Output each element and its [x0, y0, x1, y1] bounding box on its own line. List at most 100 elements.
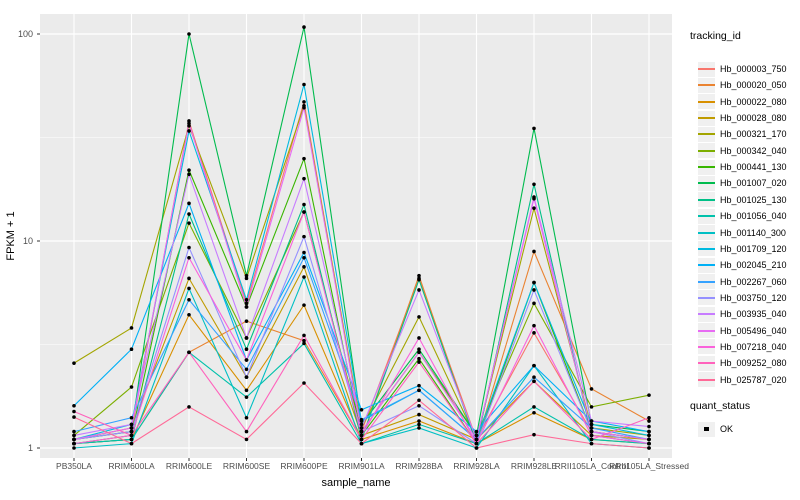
legend-item: Hb_025787_020 [698, 372, 787, 388]
series-color-key [698, 159, 715, 175]
legend-item: Hb_000342_040 [698, 143, 787, 159]
legend-item: Hb_001007_020 [698, 175, 787, 191]
series-color-key [698, 143, 715, 159]
legend-item-label: Hb_003935_040 [720, 309, 787, 320]
x-tick-label: RRIM600LA [108, 461, 155, 471]
legend-item: Hb_007218_040 [698, 339, 787, 355]
color-line-icon [698, 215, 715, 218]
legend-item: Hb_002045_210 [698, 257, 787, 273]
color-line-icon [698, 182, 715, 185]
legend-title-quant-status: quant_status [690, 400, 751, 412]
color-line-icon [698, 362, 715, 365]
legend-item-label: Hb_001056_040 [720, 211, 787, 222]
series-color-key [698, 175, 715, 191]
series-color-key [698, 225, 715, 240]
color-line-icon [698, 329, 715, 332]
legend-item-label: Hb_001025_130 [720, 194, 787, 205]
x-tick-label: PB350LA [56, 461, 92, 471]
legend-item-label: Hb_007218_040 [720, 341, 787, 352]
ok-point-key [698, 421, 715, 437]
series-color-key [698, 192, 715, 208]
series-color-key [698, 61, 715, 77]
series-color-key [698, 306, 715, 322]
legend-panel: tracking_id Hb_000003_750 Hb_000020_050 Hb… [688, 0, 800, 500]
y-tick-label: 100 [17, 29, 33, 39]
color-line-icon [698, 313, 715, 316]
legend-item-label: Hb_009252_080 [720, 358, 787, 369]
legend-item: Hb_000441_130 [698, 159, 787, 175]
legend-item-label: Hb_000003_750 [720, 64, 787, 74]
color-line-icon [698, 117, 715, 120]
color-line-icon [698, 296, 715, 299]
color-line-icon [698, 345, 715, 348]
legend-item-label: Hb_001007_020 [720, 178, 787, 189]
x-tick-label: RRIM928BA [395, 461, 443, 471]
legend-item-label: Hb_002045_210 [720, 260, 787, 271]
x-tick-label: RRIM600LE [165, 461, 213, 471]
x-tick-label: RRIM600PE [280, 461, 328, 471]
series-color-key [698, 274, 715, 290]
legend-title-tracking-id: tracking_id [690, 30, 741, 42]
legend-item: Hb_001056_040 [698, 208, 787, 224]
legend-item-label: Hb_005496_040 [720, 325, 787, 336]
legend-item: Hb_000003_750 [698, 61, 787, 77]
legend-item-label: Hb_001709_120 [720, 243, 787, 254]
color-line-icon [698, 84, 715, 87]
series-color-key [698, 126, 715, 142]
x-tick-label: RRIM600SE [222, 461, 271, 471]
color-line-icon [698, 100, 715, 103]
legend-item: Hb_000022_080 [698, 94, 787, 110]
x-axis-title: sample_name [321, 477, 391, 489]
legend-item-label: Hb_002267_060 [720, 276, 787, 287]
y-tick-label: 1 [27, 443, 33, 453]
series-color-key [698, 339, 715, 355]
legend-item-label: Hb_000022_080 [720, 96, 787, 107]
series-color-key [698, 257, 715, 273]
legend-item: Hb_001709_120 [698, 241, 787, 257]
color-line-icon [698, 231, 715, 234]
legend-item: Hb_003935_040 [698, 306, 787, 322]
legend-item-label: Hb_000342_040 [720, 145, 787, 156]
series-color-key [698, 290, 715, 306]
color-line-icon [698, 198, 715, 201]
x-tick-label: RRIM928LE [510, 461, 558, 471]
color-line-icon [698, 247, 715, 250]
legend-item-label: Hb_003750_120 [720, 292, 787, 303]
x-tick-label: RRIM901LA [338, 461, 385, 471]
series-color-key [698, 323, 715, 339]
series-color-key [698, 208, 715, 224]
series-color-key [698, 94, 715, 110]
series-color-key [698, 110, 715, 126]
y-tick-label: 10 [22, 236, 33, 246]
legend-item-label: Hb_000441_130 [720, 162, 787, 173]
legend-item: Hb_002267_060 [698, 274, 787, 290]
legend-item: Hb_000020_050 [698, 77, 787, 93]
legend-item-label: Hb_025787_020 [720, 374, 787, 385]
series-color-key [698, 355, 715, 371]
legend-item-label: Hb_001140_300 [720, 227, 786, 238]
x-tick-label: RRII105LA_Control [554, 461, 629, 471]
series-color-key [698, 77, 715, 93]
legend-item-label: Hb_000321_170 [720, 129, 787, 140]
legend-item: Hb_001140_300 [698, 225, 786, 241]
legend-item: Hb_000028_080 [698, 110, 787, 126]
color-line-icon [698, 264, 715, 267]
legend-item: Hb_005496_040 [698, 323, 787, 339]
color-line-icon [698, 149, 715, 152]
legend-item: Hb_009252_080 [698, 355, 787, 371]
color-line-icon [698, 280, 715, 283]
legend-item: Hb_003750_120 [698, 290, 787, 306]
x-tick-label: RRIM928LA [453, 461, 500, 471]
color-line-icon [698, 68, 715, 70]
color-line-icon [698, 166, 715, 169]
legend-item-quant-ok: OK [698, 421, 733, 437]
series-color-key [698, 241, 715, 257]
legend-item: Hb_001025_130 [698, 192, 787, 208]
legend-item-label: Hb_000020_050 [720, 80, 787, 91]
legend-item-label: OK [720, 424, 734, 434]
legend-item-label: Hb_000028_080 [720, 113, 787, 124]
x-tick-label: RRII105LA_Stressed [609, 461, 689, 471]
series-color-key [698, 372, 715, 388]
legend-item: Hb_000321_170 [698, 126, 787, 142]
